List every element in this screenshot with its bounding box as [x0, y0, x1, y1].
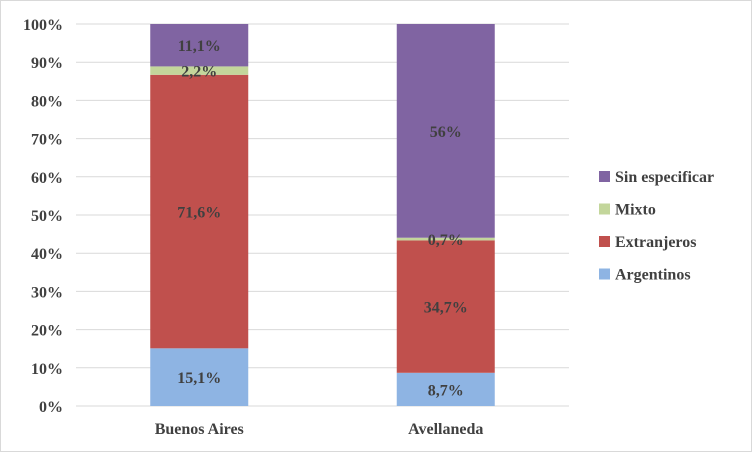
legend: Sin especificar Mixto Extranjeros Argentino…	[599, 169, 714, 284]
bar-segment	[150, 348, 249, 406]
data-label: 15,1%	[177, 370, 221, 387]
gridlines	[76, 23, 569, 407]
bar-segment	[396, 240, 495, 373]
category-label: Buenos Aires	[155, 421, 244, 438]
y-axis-ticks: 0% 10% 20% 30% 40% 50% 60% 70% 80% 90% 100%	[23, 17, 63, 416]
bar-segment	[396, 372, 495, 406]
data-label: 2,2%	[181, 64, 217, 81]
data-label: 34,7%	[424, 300, 468, 317]
data-label: 0,7%	[428, 232, 464, 249]
legend-label: Extranjeros	[615, 234, 696, 251]
legend-swatch	[599, 236, 610, 247]
x-axis-categories: Buenos Aires Avellaneda	[155, 421, 484, 438]
y-tick-label: 40%	[31, 246, 63, 263]
y-tick-label: 70%	[31, 132, 63, 149]
y-tick-label: 20%	[31, 323, 63, 340]
bars	[150, 24, 495, 406]
bar-segment	[150, 66, 249, 75]
y-tick-label: 0%	[39, 399, 63, 416]
y-tick-label: 10%	[31, 361, 63, 378]
data-label: 71,6%	[177, 205, 221, 222]
legend-label: Sin especificar	[615, 169, 714, 186]
y-tick-label: 80%	[31, 93, 63, 110]
bar-segment	[150, 24, 249, 67]
data-label: 56%	[430, 124, 462, 141]
legend-swatch	[599, 203, 610, 215]
legend-label: Mixto	[615, 202, 656, 219]
y-tick-label: 50%	[31, 208, 63, 225]
legend-swatch	[599, 171, 610, 182]
y-tick-label: 30%	[31, 284, 63, 301]
bar-segment	[150, 74, 249, 349]
legend-label: Argentinos	[615, 267, 691, 284]
legend-swatch	[599, 268, 610, 280]
bar-segment	[396, 24, 495, 238]
data-label: 8,7%	[428, 382, 464, 399]
y-tick-label: 60%	[31, 170, 63, 187]
y-tick-label: 100%	[23, 17, 63, 34]
data-label: 11,1%	[178, 38, 221, 55]
data-labels: 15,1% 71,6% 2,2% 11,1% 8,7% 34,7% 0,7% 56%	[177, 38, 468, 399]
y-tick-label: 90%	[31, 55, 63, 72]
bar-segment	[396, 237, 495, 241]
category-label: Avellaneda	[408, 421, 483, 438]
